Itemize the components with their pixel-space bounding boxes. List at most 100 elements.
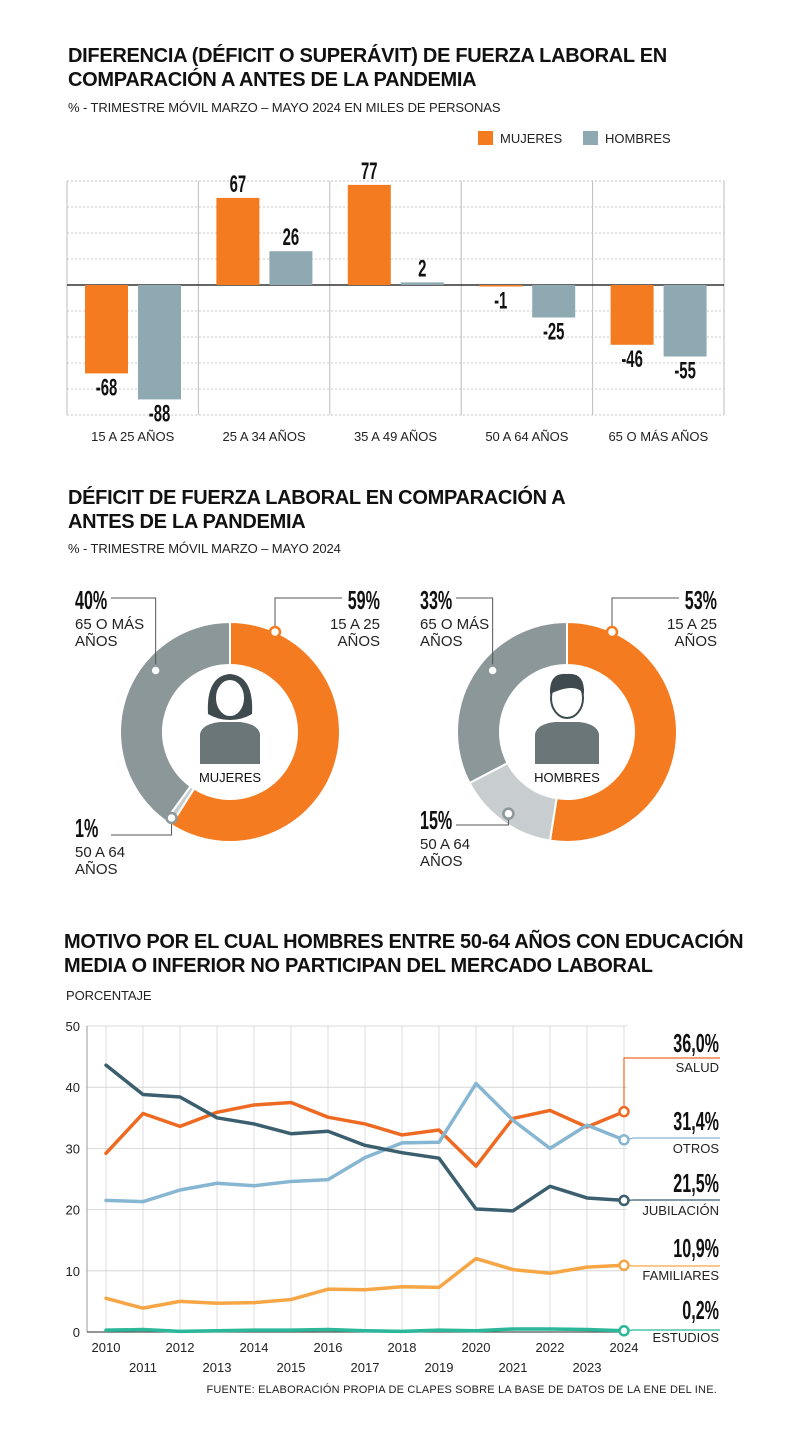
donut-section-title: DÉFICIT DE FUERZA LABORAL EN COMPARACIÓN… xyxy=(68,487,565,533)
y-tick-label: 0 xyxy=(73,1325,80,1340)
leader-dot xyxy=(605,625,619,639)
x-tick-label: 2020 xyxy=(462,1340,491,1355)
series-name-label: SALUD xyxy=(676,1060,719,1075)
donut-section-subtitle: % - TRIMESTRE MÓVIL MARZO – MAYO 2024 xyxy=(68,541,341,556)
leader-line xyxy=(111,597,157,671)
x-tick-label: 2017 xyxy=(351,1360,380,1375)
body-shape xyxy=(200,722,260,764)
slice-percent: 1% xyxy=(75,813,98,843)
bar-hombres xyxy=(663,285,707,357)
end-leader-line xyxy=(623,1057,720,1112)
leader-line xyxy=(111,818,173,836)
bar-value-label: 2 xyxy=(418,256,426,282)
slice-label: AÑOS xyxy=(337,633,380,650)
bar-value-label: -1 xyxy=(494,288,507,314)
bar-mujeres xyxy=(216,197,260,285)
donut-slice xyxy=(119,620,231,823)
donut-slice xyxy=(548,620,679,843)
body-shape xyxy=(535,722,599,764)
series-name-label: OTROS xyxy=(673,1141,720,1156)
x-tick-label: 2019 xyxy=(425,1360,454,1375)
x-tick-label: 2016 xyxy=(314,1340,343,1355)
slice-label: AÑOS xyxy=(420,853,463,870)
donut-slice xyxy=(169,620,341,843)
x-tick-label: 2022 xyxy=(536,1340,565,1355)
series-name-label: ESTUDIOS xyxy=(653,1330,720,1345)
leader-dot xyxy=(165,811,178,825)
series-line-estudios xyxy=(104,1327,626,1334)
x-tick-label: 2011 xyxy=(129,1360,157,1375)
bar-mujeres xyxy=(347,184,391,285)
line-chart-ylabel: PORCENTAJE xyxy=(66,988,152,1003)
x-tick-label: 2024 xyxy=(610,1340,639,1355)
slice-percent: 15% xyxy=(420,805,452,835)
donut-center-label: HOMBRES xyxy=(534,770,600,785)
legend-label-hombres: HOMBRES xyxy=(605,131,671,146)
category-label: 50 A 64 AÑOS xyxy=(485,429,568,444)
leader-line xyxy=(274,597,342,632)
leader-dot xyxy=(502,807,515,820)
end-point-marker xyxy=(618,1325,630,1337)
y-tick-label: 50 xyxy=(66,1019,80,1034)
legend-swatch-mujeres xyxy=(478,131,493,145)
x-tick-label: 2023 xyxy=(573,1360,602,1375)
x-tick-label: 2010 xyxy=(92,1340,121,1355)
series-line-jubilación xyxy=(104,1063,626,1213)
y-tick-label: 30 xyxy=(66,1141,80,1156)
bar-mujeres xyxy=(85,285,128,374)
category-label: 35 A 49 AÑOS xyxy=(354,429,437,444)
end-point-marker xyxy=(618,1134,630,1146)
category-label: 65 O MÁS AÑOS xyxy=(608,429,708,444)
slice-label: 15 A 25 xyxy=(330,616,380,633)
y-tick-label: 40 xyxy=(66,1080,80,1095)
bar-hombres xyxy=(532,285,576,318)
series-line-familiares xyxy=(104,1256,626,1310)
slice-label: 65 O MÁS xyxy=(75,616,144,633)
slice-percent: 33% xyxy=(420,585,452,615)
bar-value-label: -46 xyxy=(621,346,642,372)
line-chart: 0 10 20 30 40 50 2010 2011 2012 2013 2014 2015 2016 2… xyxy=(66,1019,720,1375)
man-icon xyxy=(535,673,599,764)
end-point-marker xyxy=(618,1105,630,1118)
bar-mujeres xyxy=(610,285,654,345)
y-tick-label: 20 xyxy=(66,1203,80,1218)
bar-value-label: -25 xyxy=(543,319,564,345)
bar-value-label: -55 xyxy=(674,358,695,384)
bar-hombres xyxy=(138,285,181,400)
series-name-label: JUBILACIÓN xyxy=(642,1203,719,1218)
leader-dot xyxy=(149,664,162,677)
series-end-value: 0,2% xyxy=(682,1295,719,1325)
bar-mujeres xyxy=(479,285,523,287)
slice-label: 50 A 64 xyxy=(420,836,470,853)
end-point-marker xyxy=(618,1259,630,1272)
bar-chart: -68 -88 15 A 25 AÑOS 67 26 25 A 34 AÑOS 77 2 35 … xyxy=(66,131,725,444)
category-label: 15 A 25 AÑOS xyxy=(91,429,174,444)
x-tick-label: 2013 xyxy=(203,1360,232,1375)
leader-line xyxy=(456,597,494,671)
donut-center-label: MUJERES xyxy=(199,770,261,785)
donut-slice xyxy=(456,620,568,785)
slice-label: AÑOS xyxy=(75,633,118,650)
leader-line xyxy=(611,597,679,632)
slice-percent: 40% xyxy=(75,585,107,615)
end-point-marker xyxy=(618,1194,630,1207)
x-tick-label: 2012 xyxy=(166,1340,195,1355)
leader-dot xyxy=(486,664,499,677)
y-tick-label: 10 xyxy=(66,1264,80,1279)
bar-hombres xyxy=(269,251,313,285)
woman-icon xyxy=(200,674,260,764)
bar-chart-subtitle: % - TRIMESTRE MÓVIL MARZO – MAYO 2024 EN… xyxy=(68,100,501,115)
bar-chart-title: DIFERENCIA (DÉFICIT O SUPERÁVIT) DE FUER… xyxy=(68,45,667,91)
x-tick-label: 2014 xyxy=(240,1340,269,1355)
slice-label: AÑOS xyxy=(75,861,118,878)
series-end-value: 31,4% xyxy=(673,1106,719,1136)
series-end-value: 36,0% xyxy=(673,1028,719,1058)
leader-dot xyxy=(268,625,282,639)
series-end-value: 10,9% xyxy=(673,1233,719,1263)
slice-label: 15 A 25 xyxy=(667,616,717,633)
bar-value-label: 26 xyxy=(283,225,300,251)
line-chart-title: MOTIVO POR EL CUAL HOMBRES ENTRE 50-64 A… xyxy=(64,931,744,977)
end-leader-line xyxy=(623,1137,720,1141)
series-line-salud xyxy=(104,1100,626,1168)
